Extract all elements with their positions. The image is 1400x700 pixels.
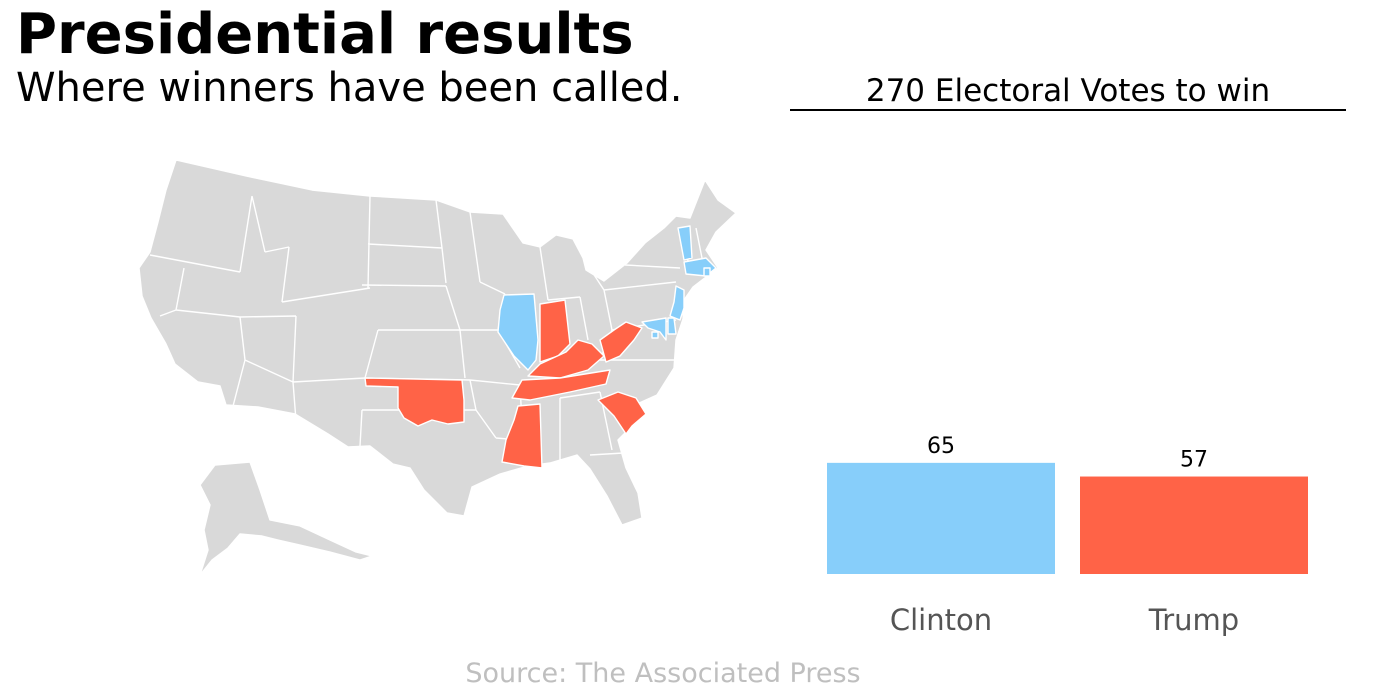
electoral-votes-rule (790, 109, 1346, 111)
bar-chart-svg: 65 Clinton 57 Trump (827, 434, 1308, 637)
state-AK (199, 461, 373, 576)
state-RI (703, 267, 711, 277)
us-map-svg (138, 159, 737, 576)
bar-value-label: 57 (1180, 448, 1208, 473)
category-label: Clinton (890, 603, 992, 637)
state-KY (527, 339, 605, 379)
bar-trump (1080, 476, 1308, 574)
state-OK (364, 377, 465, 427)
state-VT (677, 225, 693, 261)
bar-clinton (827, 462, 1055, 574)
state-IN (539, 299, 571, 363)
state-MD (641, 317, 667, 341)
electoral-votes-header: 270 Electoral Votes to win (865, 73, 1271, 109)
state-NJ (669, 285, 685, 321)
us-map (130, 150, 750, 580)
state-WV (599, 321, 643, 363)
border-lines-west (149, 195, 371, 447)
page-title: Presidential results (16, 2, 634, 67)
bar-value-label: 65 (927, 434, 955, 459)
source-note: Source: The Associated Press (465, 658, 861, 689)
category-label: Trump (1148, 603, 1239, 637)
page-subtitle: Where winners have been called. (16, 65, 683, 111)
state-TN (511, 369, 611, 401)
state-DC (651, 331, 659, 339)
state-DE (667, 317, 677, 335)
electoral-votes-chart: 65 Clinton 57 Trump (790, 400, 1350, 650)
state-SC (597, 391, 647, 435)
state-IL (497, 293, 539, 371)
state-MS (501, 403, 543, 469)
